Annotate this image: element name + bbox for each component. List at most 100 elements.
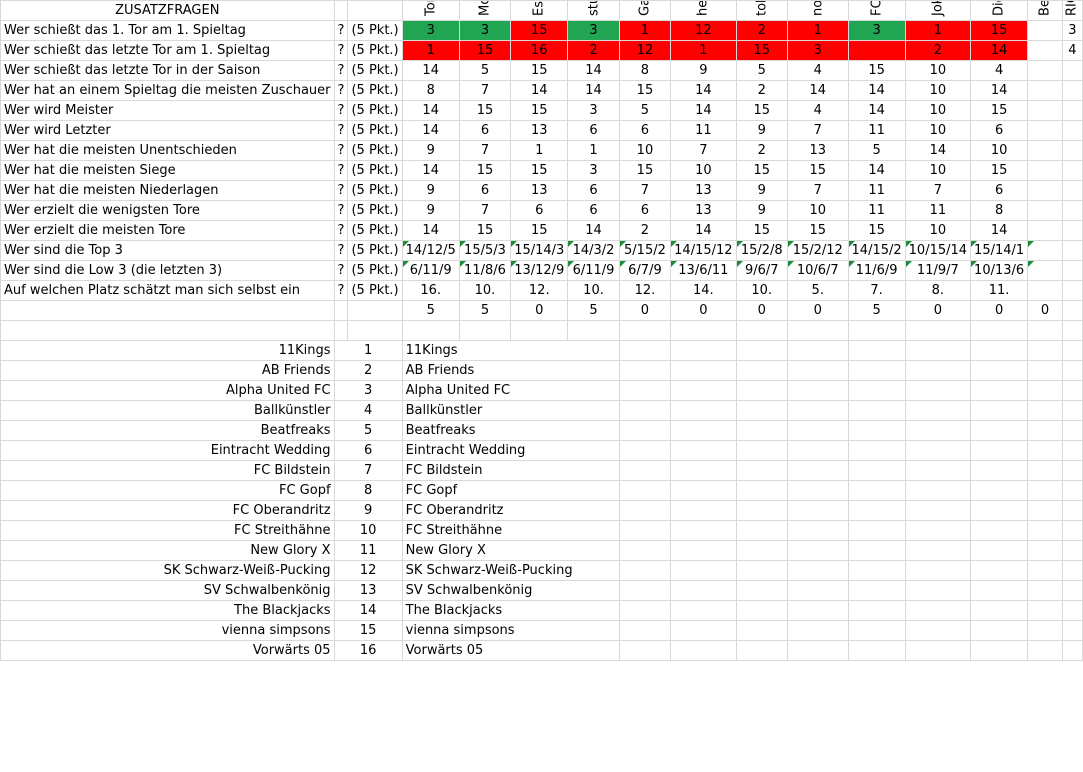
empty-cell[interactable] [1061, 460, 1083, 481]
team-name[interactable]: Alpha United FC [0, 380, 335, 401]
answer-cell[interactable]: 1 [904, 20, 972, 41]
total-cell[interactable]: 0 [904, 300, 972, 321]
empty-cell[interactable] [1027, 540, 1063, 561]
team-name-copy[interactable]: Beatfreaks [401, 420, 620, 441]
empty-cell[interactable] [1061, 400, 1083, 421]
points-label[interactable]: (5 Pkt.) [347, 100, 403, 121]
empty-cell[interactable] [786, 520, 849, 541]
team-name[interactable]: AB Friends [0, 360, 335, 381]
answer-cell[interactable]: 14/12/5 [401, 240, 460, 261]
empty-cell[interactable] [1027, 520, 1063, 541]
empty-cell[interactable] [670, 500, 737, 521]
team-name-copy[interactable]: Vorwärts 05 [401, 640, 620, 661]
question-mark[interactable]: ? [333, 160, 349, 181]
empty-cell[interactable] [333, 300, 349, 321]
answer-cell[interactable]: 10 [618, 140, 672, 161]
player-header-7[interactable]: toby14 [735, 0, 788, 21]
empty-cell[interactable] [1027, 380, 1063, 401]
correct-answer-cell[interactable] [1061, 240, 1083, 261]
empty-cell[interactable] [670, 640, 737, 661]
team-number[interactable]: 13 [333, 580, 403, 601]
answer-cell[interactable]: 7 [786, 120, 849, 141]
total-cell[interactable]: 5 [847, 300, 906, 321]
empty-cell[interactable] [970, 360, 1029, 381]
points-label[interactable]: (5 Pkt.) [347, 280, 403, 301]
empty-cell[interactable] [401, 320, 460, 341]
points-label[interactable]: (5 Pkt.) [347, 260, 403, 281]
empty-cell[interactable] [1027, 580, 1063, 601]
empty-cell[interactable] [847, 640, 906, 661]
empty-cell[interactable] [847, 320, 906, 341]
total-cell[interactable]: 5 [458, 300, 512, 321]
team-name[interactable]: 11Kings [0, 340, 335, 361]
empty-cell[interactable] [786, 400, 849, 421]
answer-cell[interactable]: 14 [970, 220, 1029, 241]
answer-cell[interactable]: 15 [970, 100, 1029, 121]
empty-cell[interactable] [1027, 320, 1063, 341]
empty-cell[interactable] [904, 620, 972, 641]
answer-cell[interactable]: 1 [567, 140, 620, 161]
answer-cell[interactable]: 15 [847, 60, 906, 81]
answer-cell[interactable]: 11/9/7 [904, 260, 972, 281]
answer-cell[interactable]: 9 [401, 200, 460, 221]
answer-cell[interactable]: 10 [904, 80, 972, 101]
total-cell[interactable]: 0 [786, 300, 849, 321]
empty-cell[interactable] [670, 320, 737, 341]
team-name-copy[interactable]: Eintracht Wedding [401, 440, 620, 461]
empty-cell[interactable] [970, 440, 1029, 461]
empty-cell[interactable] [735, 540, 788, 561]
team-number[interactable]: 6 [333, 440, 403, 461]
answer-cell[interactable]: 14 [970, 80, 1029, 101]
total-cell[interactable]: 5 [567, 300, 620, 321]
empty-cell[interactable] [670, 400, 737, 421]
empty-cell[interactable] [618, 640, 672, 661]
answer-cell[interactable]: 14 [786, 80, 849, 101]
empty-cell[interactable] [735, 320, 788, 341]
question-text[interactable]: Wer sind die Low 3 (die letzten 3) [0, 260, 335, 281]
empty-cell[interactable] [970, 380, 1029, 401]
team-name-copy[interactable]: FC Bildstein [401, 460, 620, 481]
answer-cell[interactable] [1027, 240, 1063, 261]
answer-cell[interactable] [1027, 20, 1063, 41]
empty-cell[interactable] [735, 420, 788, 441]
empty-cell[interactable] [847, 420, 906, 441]
empty-cell[interactable] [670, 380, 737, 401]
answer-cell[interactable]: 4 [970, 60, 1029, 81]
answer-cell[interactable]: 7 [670, 140, 737, 161]
answer-cell[interactable]: 15 [735, 40, 788, 61]
empty-cell[interactable] [904, 420, 972, 441]
team-number[interactable]: 12 [333, 560, 403, 581]
points-label[interactable]: (5 Pkt.) [347, 160, 403, 181]
answer-cell[interactable]: 14 [670, 220, 737, 241]
team-name-copy[interactable]: AB Friends [401, 360, 620, 381]
empty-cell[interactable] [847, 500, 906, 521]
empty-cell[interactable] [735, 500, 788, 521]
empty-cell[interactable] [0, 320, 335, 341]
answer-cell[interactable]: 6 [567, 180, 620, 201]
empty-cell[interactable] [618, 500, 672, 521]
answer-cell[interactable]: 6 [510, 200, 569, 221]
empty-cell[interactable] [786, 380, 849, 401]
correct-answer-cell[interactable] [1061, 60, 1083, 81]
empty-cell[interactable] [618, 520, 672, 541]
empty-cell[interactable] [970, 540, 1029, 561]
empty-cell[interactable] [1027, 440, 1063, 461]
empty-cell[interactable] [904, 640, 972, 661]
team-name[interactable]: Eintracht Wedding [0, 440, 335, 461]
answer-cell[interactable]: 7 [904, 180, 972, 201]
question-text[interactable]: Wer schießt das 1. Tor am 1. Spieltag [0, 20, 335, 41]
empty-cell[interactable] [618, 340, 672, 361]
question-text[interactable]: Wer schießt das letzte Tor in der Saison [0, 60, 335, 81]
answer-cell[interactable]: 2 [904, 40, 972, 61]
team-name-copy[interactable]: New Glory X [401, 540, 620, 561]
answer-cell[interactable]: 14 [847, 160, 906, 181]
answer-cell[interactable]: 5 [618, 100, 672, 121]
empty-cell[interactable] [735, 520, 788, 541]
question-mark[interactable]: ? [333, 180, 349, 201]
empty-cell[interactable] [735, 400, 788, 421]
answer-cell[interactable]: 10. [567, 280, 620, 301]
answer-cell[interactable]: 14. [670, 280, 737, 301]
answer-cell[interactable]: 9 [735, 200, 788, 221]
empty-cell[interactable] [847, 360, 906, 381]
correct-answer-cell[interactable] [1061, 160, 1083, 181]
